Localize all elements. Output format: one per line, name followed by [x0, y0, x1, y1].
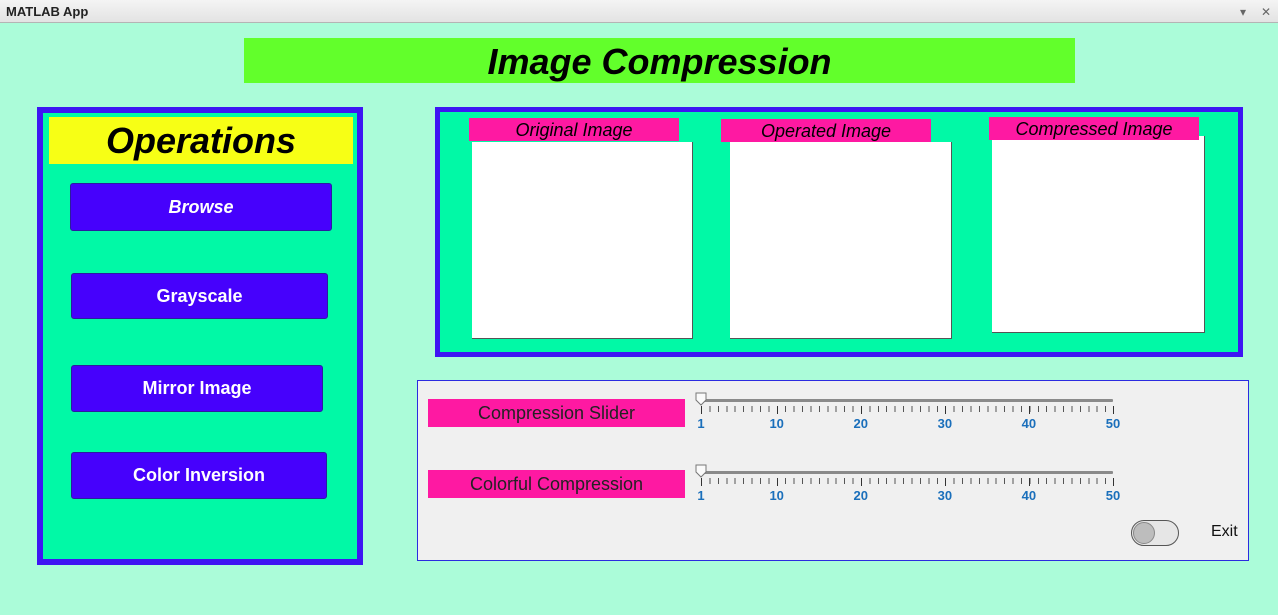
color-inversion-button[interactable]: Color Inversion [71, 452, 327, 499]
toggle-knob[interactable] [1133, 522, 1155, 544]
compression-slider[interactable]: 1 10 20 30 40 50 [695, 392, 1127, 434]
slider-major-tick [701, 478, 702, 486]
slider-major-tick [776, 406, 778, 414]
slider-major-tick [701, 406, 702, 414]
slider-track [701, 471, 1113, 474]
slider-tick-label: 20 [853, 416, 868, 431]
slider-tick-label: 30 [937, 488, 953, 503]
slider-major-tick [944, 478, 946, 486]
compressed-image-axes [992, 136, 1205, 333]
slider-track [701, 399, 1113, 402]
slider-major-tick [944, 406, 946, 414]
exit-toggle-switch[interactable] [1131, 520, 1179, 546]
app-title: Image Compression [244, 38, 1075, 83]
slider-tick-label: 20 [853, 488, 868, 503]
window-titlebar: MATLAB App ▾ ✕ [0, 0, 1278, 23]
slider-tick-label: 10 [769, 488, 784, 503]
controls-panel: Compression Slider 1 10 20 30 40 50 Colorful … [417, 380, 1249, 561]
compressed-image-label: Compressed Image [989, 117, 1199, 140]
operations-title: Operations [49, 117, 353, 164]
slider-major-tick [860, 406, 862, 414]
slider-major-tick [860, 478, 862, 486]
browse-button[interactable]: Browse [70, 183, 332, 231]
colorful-compression-slider[interactable]: 1 10 20 30 40 50 [695, 464, 1127, 506]
slider-tick-label: 10 [769, 416, 784, 431]
window-title: MATLAB App [6, 4, 89, 19]
slider-tick-label: 50 [1105, 416, 1121, 431]
slider-tick-label: 40 [1021, 488, 1037, 503]
colorful-compression-label: Colorful Compression [428, 470, 685, 498]
operated-image-axes [730, 142, 952, 339]
operations-panel: Operations Browse Grayscale Mirror Image… [37, 107, 363, 565]
slider-tick-label: 30 [937, 416, 953, 431]
slider-major-tick [776, 478, 778, 486]
close-icon[interactable]: ✕ [1261, 5, 1272, 19]
slider-major-tick [1028, 478, 1030, 486]
compression-slider-label: Compression Slider [428, 399, 685, 427]
original-image-label: Original Image [469, 118, 679, 141]
mirror-image-button[interactable]: Mirror Image [71, 365, 323, 412]
chevron-down-icon[interactable]: ▾ [1240, 5, 1247, 19]
slider-major-tick [1113, 406, 1114, 414]
slider-tick-label: 1 [697, 416, 705, 431]
original-image-axes [472, 142, 693, 339]
exit-label: Exit [1211, 523, 1238, 540]
image-display-panel: Original Image Operated Image Compressed… [435, 107, 1243, 357]
slider-major-tick [1028, 406, 1030, 414]
slider-tick-label: 40 [1021, 416, 1037, 431]
operated-image-label: Operated Image [721, 119, 931, 142]
slider-ticks [701, 406, 1113, 412]
slider-tick-label: 50 [1105, 488, 1121, 503]
grayscale-button[interactable]: Grayscale [71, 273, 328, 319]
slider-tick-label: 1 [697, 488, 705, 503]
slider-major-tick [1113, 478, 1114, 486]
slider-ticks [701, 478, 1113, 484]
